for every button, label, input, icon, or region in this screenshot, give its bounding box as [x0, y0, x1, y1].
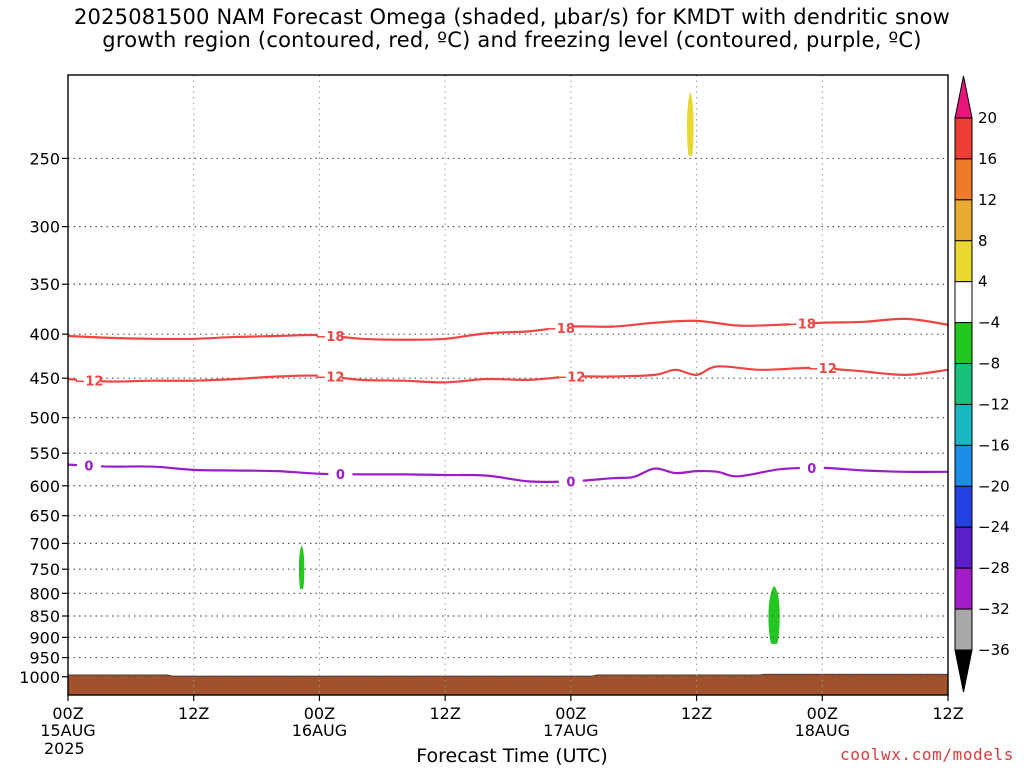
colorbar-segment-6	[954, 363, 973, 405]
contour-label-bg--18-2	[789, 316, 814, 331]
colorbar-segment-1	[954, 158, 973, 201]
colorbar-segment-0	[954, 117, 973, 160]
colorbar-label-3: 8	[978, 232, 988, 250]
x-tick-date-24: 16AUG	[292, 721, 347, 740]
y-tick-label-850: 850	[29, 607, 60, 626]
y-tick-label-250: 250	[29, 149, 60, 168]
colorbar-segment-4	[954, 281, 973, 324]
y-tick-label-1000: 1000	[19, 668, 60, 687]
contour-label-0-2: 0	[566, 475, 575, 490]
colorbar-label-6: −8	[978, 355, 1000, 373]
colorbar-label-1: 16	[978, 150, 997, 168]
contour-label-0-1: 0	[336, 468, 345, 483]
y-axis: 250 300 350 400 450 500 550 600 650 700 750 800 850 9…	[19, 149, 68, 687]
colorbar-segment-11	[954, 567, 973, 610]
contour--18	[67, 317, 949, 341]
x-tick-label-12: 12Z	[178, 704, 209, 723]
y-tick-label-550: 550	[29, 444, 60, 463]
year-label: 2025	[44, 739, 85, 758]
contour-label-bg--12-0	[76, 373, 101, 388]
contour-label-bg-0-0	[76, 458, 101, 473]
omega-region-1	[298, 545, 305, 589]
colorbar-label-5: −4	[978, 314, 1000, 332]
colorbar-label-8: −16	[978, 436, 1010, 454]
title-line-2: growth region (contoured, red, ºC) and f…	[102, 28, 922, 52]
colorbar-segment-7	[954, 403, 973, 446]
plot-border	[67, 74, 949, 696]
colorbar-segment-9	[954, 485, 973, 528]
omega-region-2	[768, 585, 780, 644]
contour-label--18-2: −18	[787, 318, 816, 333]
x-tick-date-48: 17AUG	[543, 721, 598, 740]
contour-label-0-3: 0	[807, 462, 816, 477]
contour-label--12-1: −12	[315, 371, 344, 386]
colorbar-label-10: −24	[978, 518, 1010, 536]
contour-label-bg-0-1	[328, 467, 353, 482]
chart-title: 2025081500 NAM Forecast Omega (shaded, μ…	[0, 6, 1024, 52]
contour-lines: −18 −18 −18 −12 −12 −12 −12 0 0 0 0	[67, 316, 949, 490]
omega-shading	[298, 92, 780, 644]
contour-label--12-3: −12	[808, 362, 837, 377]
contour--12	[67, 365, 949, 384]
y-tick-label-400: 400	[29, 325, 60, 344]
colorbar-label-4: 4	[978, 273, 988, 291]
contour-label--18-0: −18	[315, 330, 344, 345]
y-tick-label-750: 750	[29, 560, 60, 579]
y-tick-label-800: 800	[29, 584, 60, 603]
x-tick-label-0: 00Z	[52, 704, 83, 723]
colorbar-label-9: −20	[978, 477, 1010, 495]
colorbar-segment-2	[954, 199, 973, 242]
contour-label-bg--18-1	[548, 320, 573, 335]
site-credit: coolwx.com/models	[840, 745, 1014, 764]
contour-label-bg--12-3	[810, 361, 835, 376]
y-tick-label-300: 300	[29, 218, 60, 237]
contour-label-bg--18-0	[317, 329, 342, 344]
colorbar: 20 16 12 8 4 −4 −8 −12 −16 −20 −24 −28 −32 −36	[954, 75, 1010, 693]
colorbar-segment-8	[954, 444, 973, 487]
y-tick-label-350: 350	[29, 275, 60, 294]
x-tick-label-60: 12Z	[681, 704, 712, 723]
colorbar-label-12: −32	[978, 600, 1010, 618]
x-tick-label-72: 00Z	[807, 704, 838, 723]
contour-label-bg-0-2	[558, 474, 583, 489]
title-line-1: 2025081500 NAM Forecast Omega (shaded, μ…	[73, 5, 951, 29]
x-tick-label-24: 00Z	[304, 704, 335, 723]
omega-region-0	[687, 92, 694, 156]
colorbar-label-7: −12	[978, 395, 1010, 413]
y-tick-label-450: 450	[29, 369, 60, 388]
colorbar-segment-5	[954, 322, 973, 365]
colorbar-arrow-bottom	[954, 649, 973, 693]
contour-label-bg--12-2	[558, 369, 583, 384]
colorbar-label-13: −36	[978, 641, 1010, 659]
x-axis-title: Forecast Time (UTC)	[416, 745, 608, 767]
x-tick-label-36: 12Z	[429, 704, 460, 723]
contour-label-0-0: 0	[84, 460, 93, 475]
colorbar-label-2: 12	[978, 191, 997, 209]
colorbar-arrow-top	[954, 75, 973, 119]
y-tick-label-600: 600	[29, 477, 60, 496]
y-tick-label-500: 500	[29, 409, 60, 428]
grid-lines	[68, 75, 948, 695]
plot-frame	[67, 74, 949, 696]
x-tick-label-84: 12Z	[932, 704, 963, 723]
y-tick-label-700: 700	[29, 534, 60, 553]
x-tick-label-48: 00Z	[555, 704, 586, 723]
colorbar-label-11: −28	[978, 559, 1010, 577]
contour-label--12-0: −12	[74, 374, 103, 389]
contour-label-bg-0-3	[799, 461, 824, 476]
colorbar-segment-12	[954, 608, 973, 651]
colorbar-segment-10	[954, 526, 973, 569]
y-tick-label-650: 650	[29, 507, 60, 526]
contour-label--12-2: −12	[556, 371, 585, 386]
colorbar-label-0: 20	[978, 109, 997, 127]
y-tick-label-950: 950	[29, 649, 60, 668]
y-tick-label-900: 900	[29, 628, 60, 647]
colorbar-segment-3	[954, 240, 973, 283]
contour-label-bg--12-1	[317, 369, 342, 384]
x-tick-date-72: 18AUG	[795, 721, 850, 740]
x-tick-date-0: 15AUG	[40, 721, 95, 740]
contour-label--18-1: −18	[546, 322, 575, 337]
